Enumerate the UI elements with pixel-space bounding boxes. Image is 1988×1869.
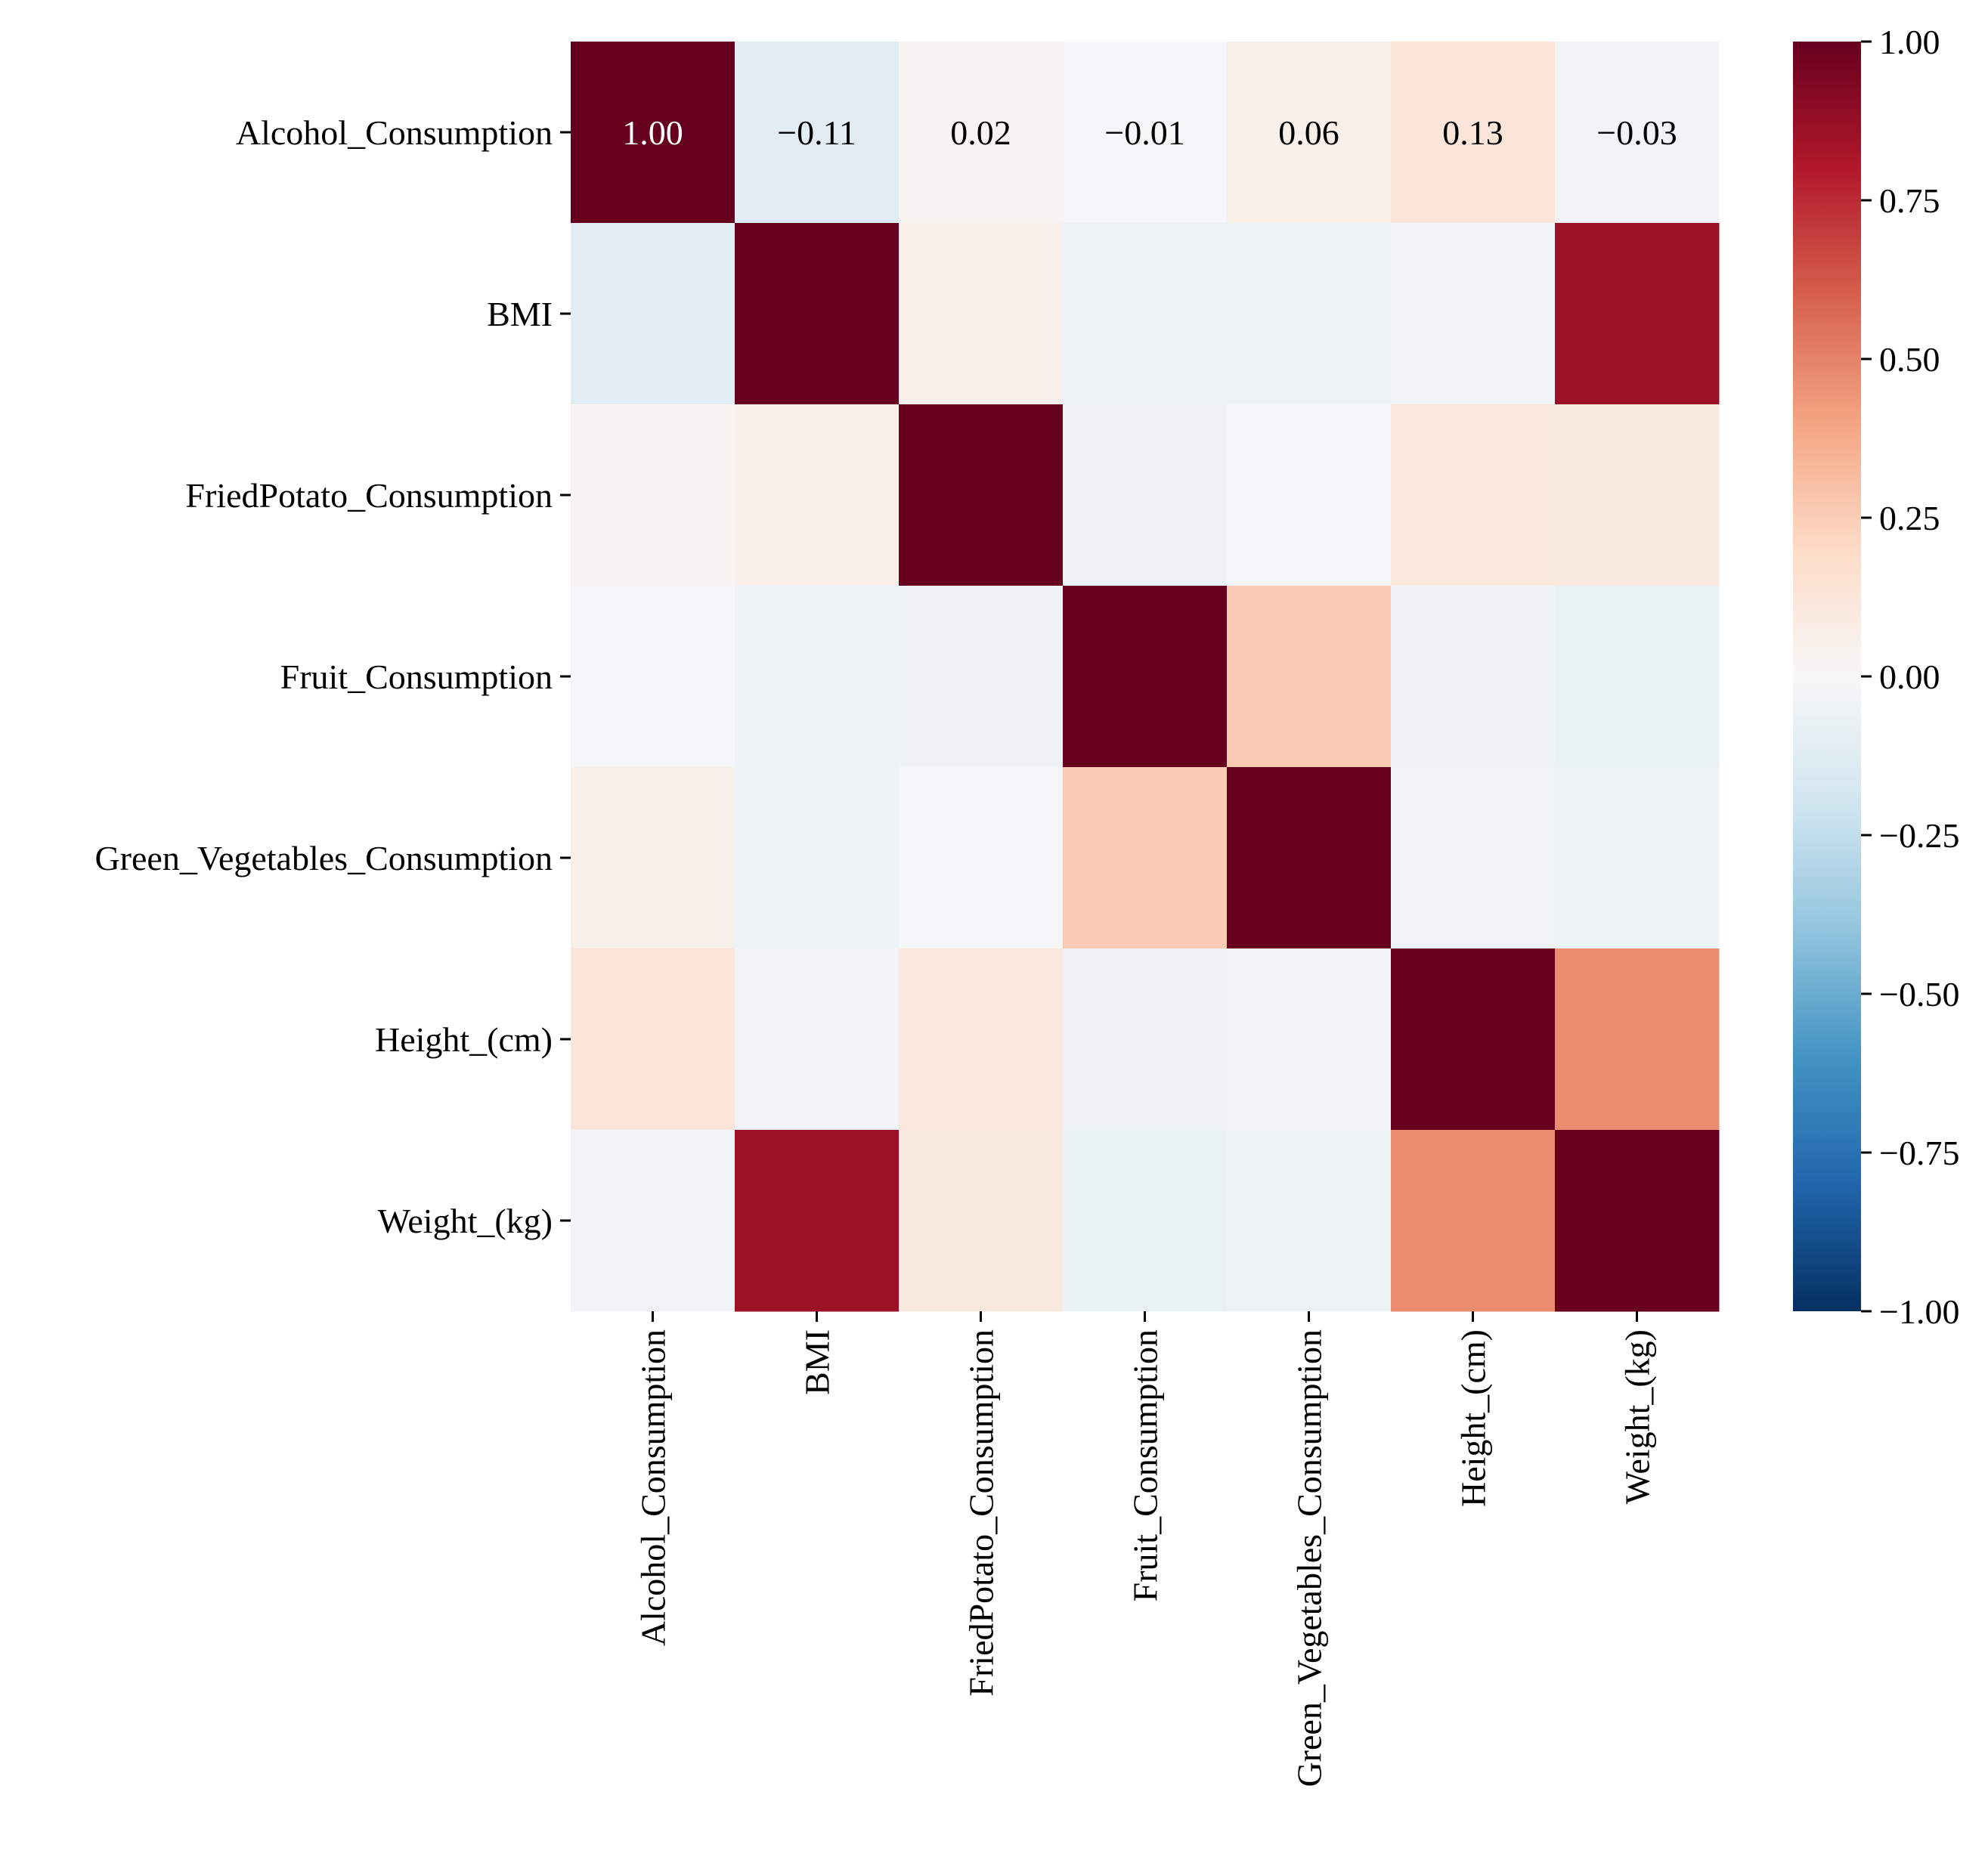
heatmap-cell-bmi-fruit-consumption xyxy=(1063,223,1228,405)
x-tick-label-height-cm: Height_(cm) xyxy=(1454,1329,1493,1507)
heatmap-cell-bmi-green-vegetables-consumption xyxy=(1227,223,1392,405)
heatmap-cell-alcohol-consumption-bmi xyxy=(735,42,900,224)
heatmap-cell-fruit-consumption-height-cm xyxy=(1391,586,1556,768)
x-tick-label-bmi: BMI xyxy=(798,1329,837,1395)
heatmap-cell-weight-kg-height-cm xyxy=(1391,1130,1556,1312)
colorbar-tick-label: 1.00 xyxy=(1879,23,1940,61)
y-tick-label-bmi: BMI xyxy=(487,295,553,333)
heatmap-cell-weight-kg-weight-kg xyxy=(1555,1130,1720,1312)
heatmap-cell-green-vegetables-consumption-weight-kg xyxy=(1555,767,1720,949)
y-tick-label-height-cm: Height_(cm) xyxy=(375,1020,553,1059)
heatmap-cell-height-cm-weight-kg xyxy=(1555,948,1720,1131)
colorbar-tick-label: −1.00 xyxy=(1879,1292,1959,1331)
heatmap-cell-alcohol-consumption-weight-kg xyxy=(1555,42,1720,224)
heatmap-cell-friedpotato-consumption-height-cm xyxy=(1391,404,1556,586)
colorbar-tick-label: 0.25 xyxy=(1879,499,1940,537)
heatmap-cell-bmi-weight-kg xyxy=(1555,223,1720,405)
heatmap-cell-bmi-bmi xyxy=(735,223,900,405)
heatmap-cell-alcohol-consumption-friedpotato-consumption xyxy=(899,42,1064,224)
heatmap-cell-weight-kg-alcohol-consumption xyxy=(571,1130,735,1312)
colorbar-tick-label: −0.25 xyxy=(1879,816,1959,855)
heatmap-cell-green-vegetables-consumption-fruit-consumption xyxy=(1063,767,1228,949)
heatmap-cell-alcohol-consumption-alcohol-consumption xyxy=(571,42,735,224)
heatmap-cell-height-cm-green-vegetables-consumption xyxy=(1227,948,1392,1131)
heatmap-cell-alcohol-consumption-height-cm xyxy=(1391,42,1556,224)
cell-annotation: 1.00 xyxy=(622,113,683,152)
colorbar: 1.00 0.75 0.50 0.25 0.00 −0.25 −0.50 −0.75 −1.00 xyxy=(1793,23,1959,1331)
x-tick-label-friedpotato-consumption: FriedPotato_Consumption xyxy=(962,1329,1001,1697)
y-tick-label-weight-kg: Weight_(kg) xyxy=(378,1202,553,1240)
colorbar-tick-label: 0.50 xyxy=(1879,340,1940,379)
x-tick-label-alcohol-consumption: Alcohol_Consumption xyxy=(634,1329,673,1646)
heatmap-cell-bmi-height-cm xyxy=(1391,223,1556,405)
heatmap-cell-green-vegetables-consumption-alcohol-consumption xyxy=(571,767,735,949)
heatmap-cell-bmi-friedpotato-consumption xyxy=(899,223,1064,405)
heatmap-cell-fruit-consumption-bmi xyxy=(735,586,900,768)
heatmap-cell-green-vegetables-consumption-green-vegetables-consumption xyxy=(1227,767,1392,949)
cell-annotation: −0.03 xyxy=(1596,113,1677,152)
heatmap-cell-friedpotato-consumption-weight-kg xyxy=(1555,404,1720,586)
heatmap-cell-height-cm-friedpotato-consumption xyxy=(899,948,1064,1131)
heatmap-cell-friedpotato-consumption-alcohol-consumption xyxy=(571,404,735,586)
heatmap-cell-height-cm-height-cm xyxy=(1391,948,1556,1131)
heatmap-cell-green-vegetables-consumption-bmi xyxy=(735,767,900,949)
colorbar-tick-label: 0.75 xyxy=(1879,181,1940,220)
heatmap-cell-weight-kg-friedpotato-consumption xyxy=(899,1130,1064,1312)
x-axis: Alcohol_Consumption BMI FriedPotato_Consum… xyxy=(634,1311,1657,1787)
heatmap-cell-fruit-consumption-alcohol-consumption xyxy=(571,586,735,768)
y-tick-label-alcohol-consumption: Alcohol_Consumption xyxy=(236,113,553,152)
y-tick-label-friedpotato-consumption: FriedPotato_Consumption xyxy=(185,476,553,515)
colorbar-tick-label: −0.50 xyxy=(1879,975,1959,1013)
cell-annotation: 0.06 xyxy=(1278,113,1339,152)
cell-annotation: 0.13 xyxy=(1442,113,1503,152)
y-tick-label-green-vegetables-consumption: Green_Vegetables_Consumption xyxy=(94,839,553,877)
x-tick-label-weight-kg: Weight_(kg) xyxy=(1618,1329,1657,1504)
heatmap-cell-height-cm-fruit-consumption xyxy=(1063,948,1228,1131)
heatmap-cell-fruit-consumption-green-vegetables-consumption xyxy=(1227,586,1392,768)
colorbar-tick-label: −0.75 xyxy=(1879,1134,1959,1172)
heatmap-cell-fruit-consumption-weight-kg xyxy=(1555,586,1720,768)
heatmap-annotations: 1.00 −0.11 0.02 −0.01 0.06 0.13 −0.03 xyxy=(622,113,1677,152)
colorbar-tick-label: 0.00 xyxy=(1879,658,1940,696)
heatmap-cell-weight-kg-green-vegetables-consumption xyxy=(1227,1130,1392,1312)
heatmap-cell-friedpotato-consumption-bmi xyxy=(735,404,900,586)
x-tick-label-green-vegetables-consumption: Green_Vegetables_Consumption xyxy=(1290,1329,1329,1787)
heatmap-cell-fruit-consumption-friedpotato-consumption xyxy=(899,586,1064,768)
heatmap-cells xyxy=(571,42,1720,1312)
heatmap-cell-green-vegetables-consumption-friedpotato-consumption xyxy=(899,767,1064,949)
cell-annotation: −0.11 xyxy=(777,113,856,152)
heatmap-cell-height-cm-alcohol-consumption xyxy=(571,948,735,1131)
heatmap-cell-friedpotato-consumption-green-vegetables-consumption xyxy=(1227,404,1392,586)
heatmap-cell-alcohol-consumption-green-vegetables-consumption xyxy=(1227,42,1392,224)
heatmap-cell-green-vegetables-consumption-height-cm xyxy=(1391,767,1556,949)
y-tick-label-fruit-consumption: Fruit_Consumption xyxy=(280,658,553,696)
cell-annotation: 0.02 xyxy=(950,113,1011,152)
cell-annotation: −0.01 xyxy=(1104,113,1184,152)
heatmap-cell-bmi-alcohol-consumption xyxy=(571,223,735,405)
x-tick-label-fruit-consumption: Fruit_Consumption xyxy=(1126,1329,1165,1601)
colorbar-gradient xyxy=(1793,42,1861,1311)
heatmap-cell-friedpotato-consumption-friedpotato-consumption xyxy=(899,404,1064,586)
heatmap-cell-weight-kg-bmi xyxy=(735,1130,900,1312)
heatmap-cell-friedpotato-consumption-fruit-consumption xyxy=(1063,404,1228,586)
y-axis: Alcohol_Consumption BMI FriedPotato_Consum… xyxy=(94,113,571,1240)
heatmap-cell-weight-kg-fruit-consumption xyxy=(1063,1130,1228,1312)
heatmap-cell-alcohol-consumption-fruit-consumption xyxy=(1063,42,1228,224)
heatmap-cell-fruit-consumption-fruit-consumption xyxy=(1063,586,1228,768)
heatmap-cell-height-cm-bmi xyxy=(735,948,900,1131)
